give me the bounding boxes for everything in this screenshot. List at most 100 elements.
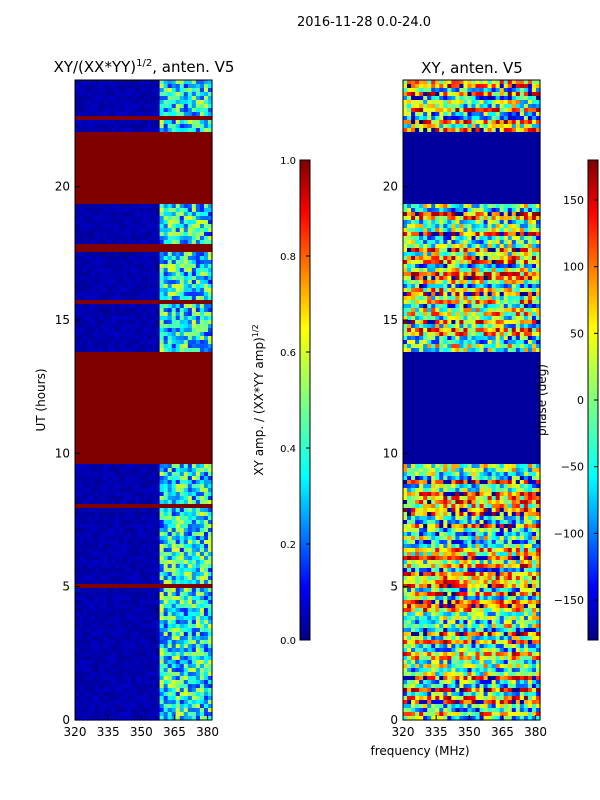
amplitude-cell [179, 324, 185, 329]
amplitude-cell [167, 256, 173, 261]
amplitude-cell [95, 652, 100, 657]
amplitude-cell [179, 612, 185, 617]
amplitude-cell [123, 664, 128, 669]
amplitude-cell [107, 552, 112, 557]
amplitude-cell [115, 392, 120, 397]
amplitude-cell [107, 84, 112, 89]
amplitude-cell [127, 180, 133, 185]
amplitude-cell [99, 308, 104, 313]
amplitude-cell [103, 240, 108, 245]
amplitude-cell [115, 128, 120, 133]
amplitude-cell [167, 528, 173, 533]
amplitude-cell [135, 228, 141, 233]
amplitude-cell [171, 328, 177, 333]
amplitude-cell [187, 540, 193, 545]
amplitude-cell [151, 620, 157, 625]
amplitude-cell [167, 400, 173, 405]
amplitude-cell [187, 332, 193, 337]
amplitude-cell [167, 84, 173, 89]
amplitude-cell [107, 620, 112, 625]
amplitude-cell [179, 396, 185, 401]
amplitude-cell [175, 552, 181, 557]
amplitude-cell [155, 492, 161, 497]
amplitude-cell [99, 368, 104, 373]
amplitude-cell [171, 476, 177, 481]
amplitude-cell [175, 508, 181, 513]
amplitude-cell [115, 88, 120, 93]
amplitude-cell [115, 100, 120, 105]
amplitude-cell [207, 372, 213, 377]
amplitude-cell [167, 380, 173, 385]
amplitude-cell [95, 352, 100, 357]
amplitude-cell [171, 560, 177, 565]
amplitude-cell [95, 648, 100, 653]
amplitude-cell [191, 292, 197, 297]
amplitude-cell [139, 440, 145, 445]
amplitude-cell [135, 180, 141, 185]
amplitude-cell [175, 136, 181, 141]
amplitude-cell [151, 320, 157, 325]
amplitude-cell [115, 644, 120, 649]
amplitude-cell [99, 80, 104, 85]
amplitude-cell [115, 556, 120, 561]
amplitude-cell [159, 584, 165, 589]
amplitude-cell [167, 312, 173, 317]
amplitude-cell [159, 152, 165, 157]
amplitude-cell [87, 640, 92, 645]
amplitude-cell [191, 360, 197, 365]
amplitude-cell [127, 660, 133, 665]
amplitude-cell [115, 320, 120, 325]
amplitude-cell [143, 380, 149, 385]
amplitude-cell [107, 296, 112, 301]
amplitude-cell [195, 372, 201, 377]
amplitude-cell [139, 180, 145, 185]
amplitude-cell [103, 280, 108, 285]
amplitude-cell [123, 564, 128, 569]
amplitude-cell [183, 200, 189, 205]
amplitude-cell [87, 224, 92, 229]
amplitude-cell [187, 592, 193, 597]
amplitude-cell [199, 344, 205, 349]
amplitude-cell [207, 124, 213, 129]
amplitude-cell [207, 220, 213, 225]
amplitude-cell [143, 408, 149, 413]
amplitude-cell [107, 228, 112, 233]
amplitude-cell [147, 592, 153, 597]
amplitude-cell [167, 452, 173, 457]
amplitude-cell [143, 116, 149, 121]
amplitude-cell [99, 424, 104, 429]
amplitude-cell [83, 324, 88, 329]
amplitude-cell [135, 468, 141, 473]
amplitude-cell [139, 260, 145, 265]
amplitude-cell [99, 312, 104, 317]
amplitude-cell [79, 464, 84, 469]
amplitude-cell [131, 604, 137, 609]
amplitude-cell [163, 488, 169, 493]
amplitude-cell [183, 300, 189, 305]
amplitude-cell [111, 624, 116, 629]
amplitude-cell [147, 632, 153, 637]
amplitude-cell [183, 176, 189, 181]
amplitude-cell [183, 152, 189, 157]
amplitude-cell [199, 152, 205, 157]
amplitude-cell [143, 484, 149, 489]
amplitude-cell [143, 208, 149, 213]
amplitude-cell [191, 516, 197, 521]
amplitude-cell [195, 652, 201, 657]
amplitude-cell [103, 644, 108, 649]
amplitude-cell [175, 100, 181, 105]
amplitude-cell [151, 388, 157, 393]
amplitude-cell [175, 104, 181, 109]
amplitude-cell [79, 304, 84, 309]
amplitude-cell [83, 252, 88, 257]
amplitude-cell [87, 140, 92, 145]
amplitude-cell [147, 432, 153, 437]
amplitude-cell [75, 168, 80, 173]
amplitude-cell [163, 404, 169, 409]
amplitude-cell [135, 184, 141, 189]
amplitude-cell [123, 620, 128, 625]
amplitude-cell [207, 468, 213, 473]
amplitude-cell [115, 260, 120, 265]
amplitude-cell [87, 484, 92, 489]
amplitude-cell [115, 464, 120, 469]
